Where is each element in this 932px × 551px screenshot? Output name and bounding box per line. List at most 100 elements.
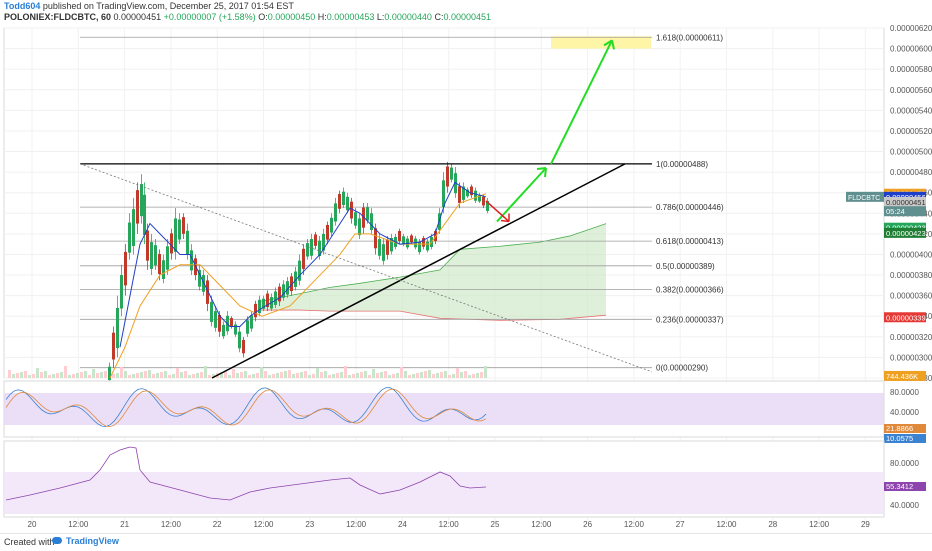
- volume-bar: [132, 374, 135, 378]
- volume-bar: [156, 373, 159, 378]
- volume-bar: [164, 371, 167, 378]
- volume-bar: [468, 375, 471, 378]
- candle-body: [318, 240, 321, 257]
- volume-bar: [228, 375, 231, 378]
- candle-body: [238, 331, 241, 349]
- candle-body: [426, 241, 429, 251]
- price-tick-label: 0.00000360: [890, 292, 932, 301]
- volume-bar: [24, 371, 27, 378]
- volume-bar: [252, 374, 255, 378]
- volume-bar: [396, 373, 399, 378]
- volume-bar: [212, 374, 215, 378]
- stoch-tick-label: 40.0000: [890, 408, 919, 417]
- volume-bar: [364, 371, 367, 378]
- green-arrow-1: [496, 167, 547, 223]
- price-tick-label: 0.00000320: [890, 333, 932, 342]
- volume-bar: [176, 368, 179, 378]
- green-arrow-2: [550, 39, 613, 165]
- candle-body: [143, 194, 146, 235]
- volume-bar: [160, 372, 163, 378]
- candle-body: [326, 224, 329, 240]
- volume-bar: [380, 372, 383, 378]
- volume-bar: [20, 372, 23, 378]
- volume-bar: [284, 371, 287, 378]
- rsi-value-bg: [884, 482, 926, 491]
- ohlc-high: 0.00000453: [326, 12, 375, 22]
- tradingview-brand[interactable]: TradingView: [66, 536, 119, 546]
- candle-body: [306, 243, 309, 257]
- volume-bar: [68, 375, 71, 378]
- candle-body: [230, 318, 233, 327]
- volume-bar: [168, 375, 171, 378]
- volume-bar: [128, 375, 131, 378]
- price-tick-label: 0.00000560: [890, 86, 932, 95]
- volume-bar: [348, 375, 351, 378]
- ohlc-h-label: H:: [317, 12, 327, 22]
- author-link[interactable]: Todd604: [4, 1, 41, 11]
- volume-bar: [308, 375, 311, 378]
- ohlc-open: 0.00000450: [267, 12, 316, 22]
- ichimoku-cloud: [258, 223, 606, 321]
- volume-bar: [84, 371, 87, 378]
- fib-level-label: 0(0.00000290): [656, 364, 708, 373]
- candle-body: [154, 245, 157, 266]
- time-tick-label: 12:00: [624, 520, 645, 529]
- price-label-bg: [884, 196, 926, 207]
- candle-body: [486, 200, 489, 211]
- volume-bar: [192, 374, 195, 378]
- volume-bar: [304, 371, 307, 378]
- candle-body: [314, 234, 317, 246]
- candle-body: [390, 238, 393, 252]
- volume-bar: [264, 371, 267, 378]
- volume-bar: [12, 374, 15, 378]
- candle-body: [124, 251, 127, 286]
- candle-body: [158, 253, 161, 275]
- volume-bar: [56, 373, 59, 378]
- price-tick-label: 0.00000520: [890, 127, 932, 136]
- ohlc-close: 0.00000451: [443, 12, 492, 22]
- candle-body: [478, 194, 481, 202]
- candle-body: [210, 301, 213, 322]
- volume-bar: [400, 367, 403, 378]
- ohlc-l-label: L:: [376, 12, 385, 22]
- rsi-band: [4, 472, 884, 514]
- publish-line: Todd604 published on TradingView.com, De…: [4, 1, 294, 12]
- candle-body: [350, 201, 353, 219]
- volume-bar: [100, 372, 103, 378]
- candle-body: [282, 284, 285, 298]
- chart-canvas[interactable]: 0.00000620 0.00000600 0.00000580 0.00000560…: [0, 24, 932, 533]
- time-tick-label: 23: [305, 520, 314, 529]
- stoch-k-value: 21.8866: [886, 424, 913, 433]
- candle-body: [140, 184, 143, 217]
- candle-body: [290, 276, 293, 292]
- volume-bar: [428, 370, 431, 378]
- candle-body: [466, 189, 469, 197]
- volume-bar: [356, 373, 359, 378]
- candle-body: [346, 196, 349, 211]
- volume-bar: [60, 372, 63, 378]
- volume-bar: [76, 373, 79, 378]
- volume-bar: [280, 372, 283, 378]
- volume-bar: [32, 374, 35, 378]
- volume-bar: [172, 374, 175, 378]
- change-value: +0.00000007 (+1.58%): [163, 12, 256, 22]
- candle-body: [446, 166, 449, 187]
- volume-bar: [340, 372, 343, 378]
- volume-bar: [124, 371, 127, 378]
- volume-bar: [120, 367, 123, 378]
- green-arrow-1-head: [536, 167, 547, 178]
- candle-body: [214, 311, 217, 328]
- volume-bar: [236, 373, 239, 378]
- volume-bar: [328, 375, 331, 378]
- time-tick-label: 12:00: [68, 520, 89, 529]
- red-arrow: [485, 200, 510, 223]
- volume-bar: [40, 372, 43, 378]
- candle-body: [382, 244, 385, 261]
- candle-body: [132, 209, 135, 246]
- volume-bar: [116, 373, 119, 378]
- price-tick-label: 0.00000500: [890, 148, 932, 157]
- volume-bar: [332, 374, 335, 378]
- fib-level-label: 1.618(0.00000611): [656, 33, 723, 42]
- tradingview-cloud-icon: [52, 537, 62, 544]
- volume-bar: [408, 375, 411, 378]
